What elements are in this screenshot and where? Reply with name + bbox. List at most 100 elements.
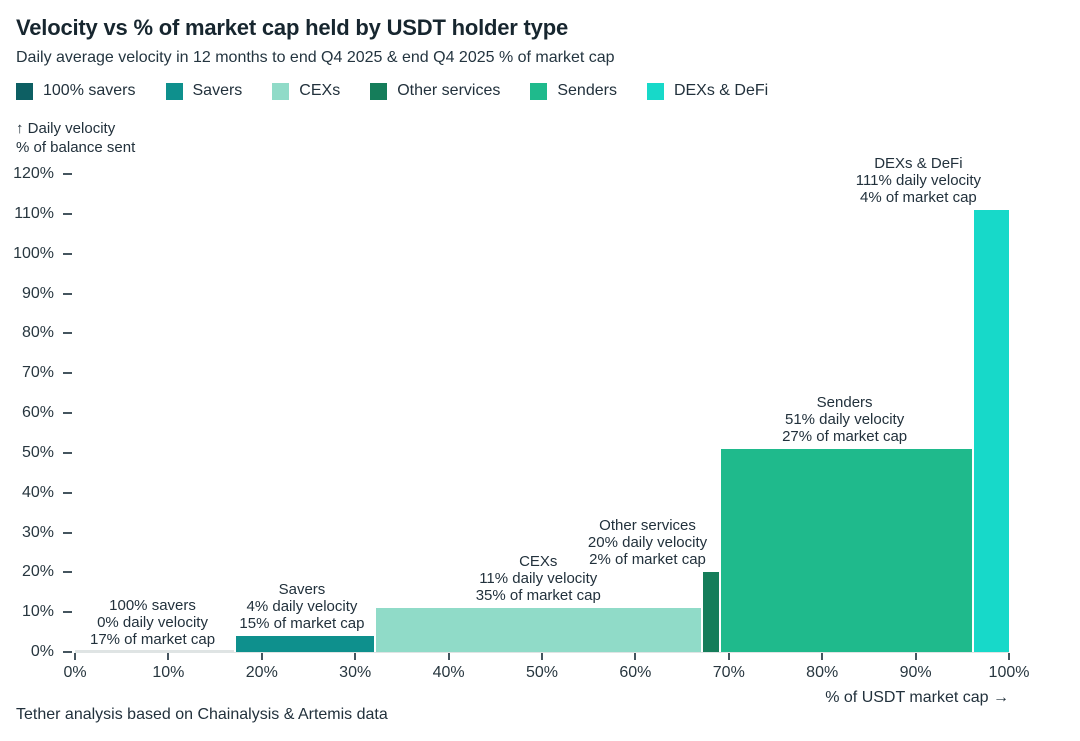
bar-dexs-defi [971,209,1009,652]
annotation-line: Savers [278,581,326,599]
annotation-senders: Senders 51% daily velocity 27% of market c… [782,394,907,445]
x-tick-label-70: 70% [712,664,745,681]
annotation-line: 51% daily velocity [784,410,905,428]
x-tick-80 [821,653,824,660]
annotation-line: Other services [599,517,696,535]
legend-swatch-100-savers [16,82,33,100]
annotation-cexs: CEXs 11% daily velocity 35% of market cap [476,553,601,604]
y-tick-label-10: 10% [21,603,54,621]
annotation-dexs-defi: DEXs & DeFi 111% daily velocity 4% of mark… [856,155,981,206]
x-tick-100 [1008,653,1010,660]
annotation-other-services: Other services 20% daily velocity 2% of ma… [588,517,707,568]
x-tick-label-30: 30% [339,664,372,681]
y-tick-label-90: 90% [21,284,54,302]
y-axis-title: ↑ Daily velocity % of balance sent [16,119,135,157]
y-tick-label-70: 70% [21,364,54,382]
annotation-line: 27% of market cap [782,427,908,445]
chart-subtitle: Daily average velocity in 12 months to e… [16,49,615,66]
x-tick-30 [354,653,357,660]
annotation-line: 4% of market cap [860,188,977,206]
y-tick-label-50: 50% [21,443,54,461]
legend-label-cexs: CEXs [299,82,341,99]
annotation-line: 17% of market cap [89,631,216,648]
x-tick-label-80: 80% [806,664,839,681]
x-tick-label-50: 50% [525,664,559,681]
y-tick-0 [63,651,72,653]
bar-cexs [373,608,701,652]
legend-item-100-savers: 100% savers [16,82,136,100]
legend-item-other-services: Other services [370,82,500,100]
x-tick-0 [74,653,76,660]
y-tick-70 [63,372,72,375]
x-tick-label-40: 40% [432,664,465,681]
annotation-100-savers: 100% savers 0% daily velocity 17% of marke… [90,597,215,648]
bar-other-services [700,572,720,652]
legend-item-cexs: CEXs [272,82,340,100]
y-axis: 0% 10% 20% 30% 40% 50% 60% 70% 80% 90% 100% 110% 120… [0,165,75,660]
y-tick-label-0: 0% [30,643,54,660]
y-tick-label-110: 110% [14,204,54,222]
x-tick-70 [727,653,730,660]
y-tick-60 [63,412,72,414]
legend: 100% savers Savers CEXs Other services Sende… [16,82,768,100]
y-tick-label-60: 60% [21,404,54,421]
x-tick-10 [167,653,170,660]
y-axis-title-line2: % of balance sent [16,139,136,156]
y-tick-120 [63,173,72,175]
legend-swatch-cexs [272,82,290,100]
legend-label-other-services: Other services [397,82,501,99]
legend-label-savers: Savers [192,82,243,99]
x-tick-60 [634,653,637,660]
source-note: Tether analysis based on Chainalysis & A… [16,706,388,723]
y-tick-label-30: 30% [21,523,54,541]
x-tick-label-90: 90% [899,664,932,681]
legend-label-senders: Senders [557,82,617,99]
annotation-line: 111% daily velocity [855,171,982,189]
y-tick-label-20: 20% [21,563,54,581]
annotation-line: 0% daily velocity [97,614,208,631]
legend-swatch-savers [165,82,183,100]
y-tick-30 [63,531,72,534]
x-tick-label-60: 60% [619,664,652,681]
x-tick-label-10: 10% [152,664,185,681]
legend-label-dexs-defi: DEXs & DeFi [673,82,769,99]
y-tick-100 [63,252,72,255]
annotation-line: 35% of market cap [475,587,601,605]
x-axis: 0% 10% 20% 30% 40% 50% 60% 70% 80% 90% 100% [63,652,1029,686]
annotation-line: Senders [816,393,873,411]
y-tick-50 [63,451,72,454]
x-tick-label-20: 20% [245,664,278,681]
x-tick-20 [260,653,263,660]
y-tick-110 [63,212,72,215]
bar-senders [719,448,972,652]
legend-swatch-other-services [370,82,388,100]
y-tick-label-120: 120% [13,165,54,182]
y-tick-label-40: 40% [21,483,54,501]
x-tick-50 [541,653,543,660]
y-axis-title-line1: ↑ Daily velocity [16,120,116,137]
y-tick-label-80: 80% [21,324,54,342]
y-tick-80 [63,332,72,335]
x-tick-label-0: 0% [63,664,87,681]
x-tick-40 [447,653,450,660]
annotation-line: 2% of market cap [589,551,706,569]
y-tick-20 [63,571,72,574]
legend-swatch-dexs-defi [646,82,664,100]
annotation-line: CEXs [519,553,558,571]
y-tick-40 [63,491,72,494]
legend-swatch-senders [530,82,548,100]
y-tick-label-100: 100% [13,244,54,262]
legend-item-savers: Savers [165,82,243,100]
annotation-savers: Savers 4% daily velocity 15% of market cap [239,581,364,632]
x-axis-title: % of USDT market cap → [825,689,1009,706]
x-tick-90 [914,653,917,660]
legend-item-senders: Senders [530,82,617,100]
y-tick-90 [63,292,72,295]
x-tick-label-100: 100% [988,664,1030,681]
annotation-line: DEXs & DeFi [874,154,963,172]
plot-area: 100% savers 0% daily velocity 17% of marke… [75,155,1009,653]
legend-item-dexs-defi: DEXs & DeFi [646,82,769,100]
annotation-line: 11% daily velocity [479,570,598,588]
y-tick-10 [63,611,72,614]
